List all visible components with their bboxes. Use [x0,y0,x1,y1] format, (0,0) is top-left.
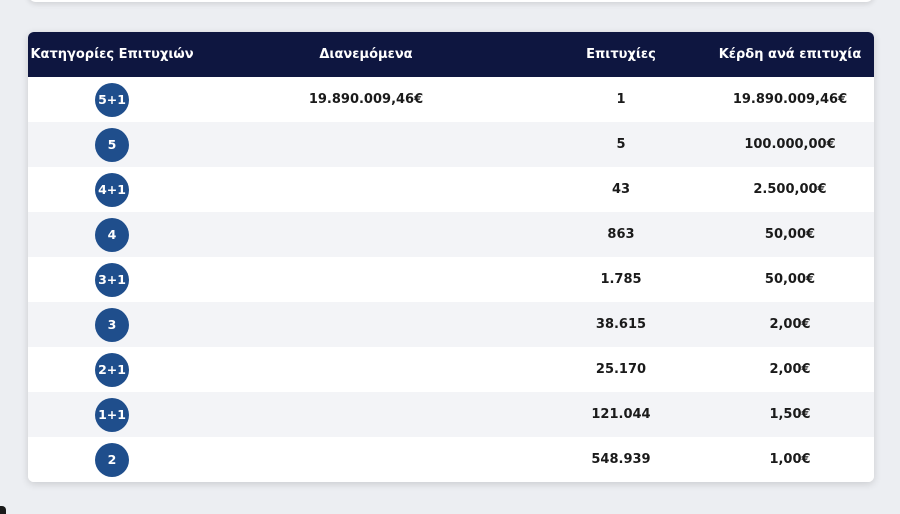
winners-cell: 121.044 [591,407,651,422]
table-row: 1+1 121.044 1,50€ [28,392,874,437]
header-distributed: Διανεμόμενα [319,47,413,62]
winners-cell: 43 [611,182,631,197]
winners-cell: 1.785 [600,272,642,287]
prize-table: Κατηγορίες Επιτυχιών Διανεμόμενα Επιτυχί… [28,32,874,482]
winners-cell: 5 [616,137,626,152]
header-prize: Κέρδη ανά επιτυχία [718,47,862,62]
winners-cell: 25.170 [595,362,647,377]
prize-cell: 50,00€ [764,227,816,242]
winners-cell: 38.615 [595,317,647,332]
prize-cell: 2,00€ [769,362,811,377]
table-header: Κατηγορίες Επιτυχιών Διανεμόμενα Επιτυχί… [28,32,874,77]
prize-cell: 50,00€ [764,272,816,287]
category-badge: 2 [95,442,129,477]
corner-decoration [0,506,6,514]
prize-cell: 19.890.009,46€ [732,92,848,107]
table-row: 5 5 100.000,00€ [28,122,874,167]
prize-cell: 1,50€ [769,407,811,422]
table-row: 4+1 43 2.500,00€ [28,167,874,212]
winners-cell: 863 [607,227,635,242]
table-row: 5+1 19.890.009,46€ 1 19.890.009,46€ [28,77,874,122]
winners-cell: 1 [616,92,626,107]
previous-card [28,0,874,2]
header-category: Κατηγορίες Επιτυχιών [30,47,194,62]
table-row: 4 863 50,00€ [28,212,874,257]
category-badge: 3+1 [95,262,129,297]
prize-cell: 2,00€ [769,317,811,332]
table-row: 2+1 25.170 2,00€ [28,347,874,392]
table-row: 3 38.615 2,00€ [28,302,874,347]
category-badge: 3 [95,307,129,342]
category-badge: 4 [95,217,129,252]
prize-cell: 1,00€ [769,452,811,467]
category-badge: 4+1 [95,172,129,207]
table-row: 3+1 1.785 50,00€ [28,257,874,302]
prize-cell: 100.000,00€ [744,137,836,152]
header-winners: Επιτυχίες [586,47,656,62]
category-badge: 1+1 [95,397,129,432]
prize-cell: 2.500,00€ [753,182,827,197]
category-badge: 2+1 [95,352,129,387]
winners-cell: 548.939 [591,452,651,467]
category-badge: 5+1 [95,82,129,117]
distributed-cell: 19.890.009,46€ [308,92,424,107]
category-badge: 5 [95,127,129,162]
table-row: 2 548.939 1,00€ [28,437,874,482]
